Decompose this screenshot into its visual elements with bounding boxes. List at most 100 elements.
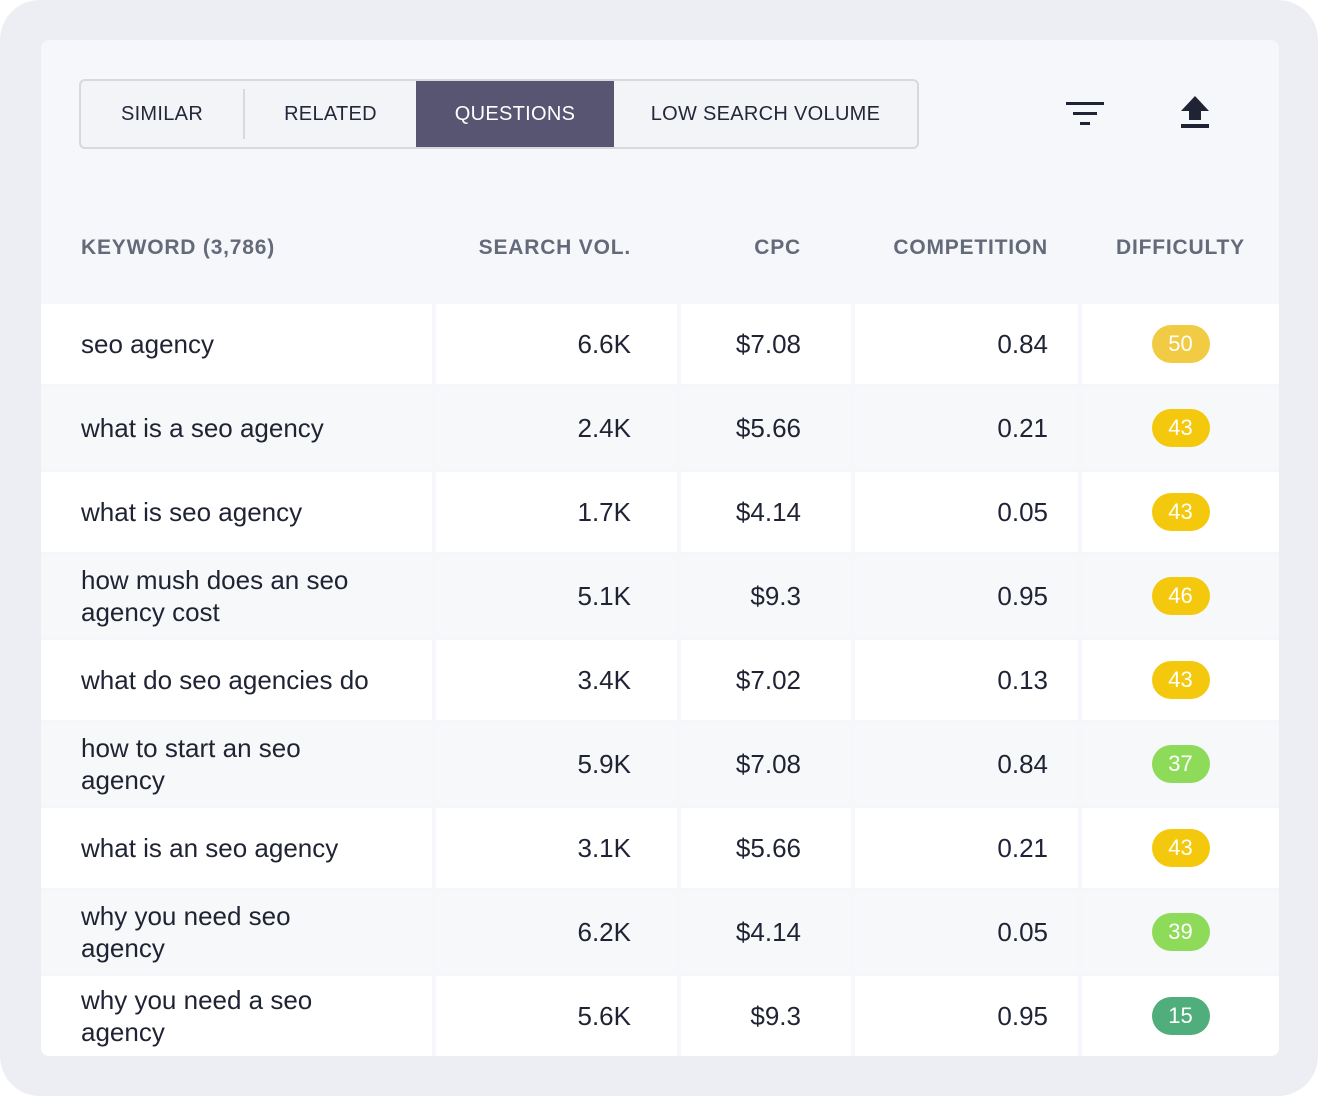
competition-text: 0.21 [997, 412, 1048, 443]
competition-text: 0.05 [997, 916, 1048, 947]
search-vol-cell: 5.1K [436, 556, 677, 636]
cpc-cell: $5.66 [681, 388, 851, 468]
competition-text: 0.84 [997, 748, 1048, 779]
keyword-text[interactable]: why you need a seo agency [81, 985, 313, 1047]
cpc-cell: $7.08 [681, 304, 851, 384]
difficulty-badge: 43 [1151, 661, 1210, 699]
difficulty-badge: 46 [1151, 577, 1210, 615]
cpc-text: $4.14 [735, 916, 801, 947]
difficulty-cell: 43 [1082, 640, 1279, 720]
keyword-text[interactable]: how mush does an seo agency cost [81, 565, 349, 627]
table-header-row: KEYWORD (3,786) SEARCH VOL. CPC COMPETIT… [41, 196, 1279, 300]
cpc-cell: $5.66 [681, 808, 851, 888]
difficulty-badge: 39 [1151, 913, 1210, 951]
table-row[interactable]: why you need seo agency 6.2K $4.14 0.05 39 [41, 892, 1279, 972]
competition-text: 0.95 [997, 580, 1048, 611]
difficulty-cell: 46 [1082, 556, 1279, 636]
header-keyword[interactable]: KEYWORD (3,786) [41, 196, 432, 300]
search-vol-text: 5.1K [577, 580, 632, 611]
export-upload-icon [1181, 96, 1209, 128]
keyword-text[interactable]: what do seo agencies do [81, 665, 369, 695]
keyword-tabs: SIMILAR RELATED QUESTIONS LOW SEARCH VOL… [79, 79, 919, 149]
keyword-cell: how mush does an seo agency cost [41, 556, 432, 636]
search-vol-text: 6.6K [577, 328, 632, 359]
keyword-table: KEYWORD (3,786) SEARCH VOL. CPC COMPETIT… [41, 196, 1279, 1056]
search-vol-cell: 5.9K [436, 724, 677, 804]
tab-low-search-volume[interactable]: LOW SEARCH VOLUME [650, 102, 881, 125]
header-difficulty[interactable]: DIFFICULTY [1082, 196, 1279, 300]
difficulty-cell: 39 [1082, 892, 1279, 972]
competition-cell: 0.84 [855, 724, 1078, 804]
header-cpc[interactable]: CPC [681, 196, 851, 300]
keyword-text[interactable]: what is seo agency [81, 497, 303, 527]
keyword-text[interactable]: why you need seo agency [81, 901, 291, 963]
cpc-text: $7.02 [735, 664, 801, 695]
table-row[interactable]: seo agency 6.6K $7.08 0.84 50 [41, 304, 1279, 384]
competition-cell: 0.21 [855, 808, 1078, 888]
tab-related[interactable]: RELATED [284, 102, 377, 125]
competition-text: 0.84 [997, 328, 1048, 359]
competition-text: 0.05 [997, 496, 1048, 527]
filter-icon [1066, 102, 1104, 125]
difficulty-cell: 43 [1082, 388, 1279, 468]
table-row[interactable]: why you need a seo agency 5.6K $9.3 0.95 15 [41, 976, 1279, 1056]
header-competition[interactable]: COMPETITION [855, 196, 1078, 300]
search-vol-text: 1.7K [577, 496, 632, 527]
table-row[interactable]: what do seo agencies do 3.4K $7.02 0.13 43 [41, 640, 1279, 720]
keyword-text[interactable]: what is a seo agency [81, 413, 324, 443]
header-search-vol[interactable]: SEARCH VOL. [436, 196, 677, 300]
keyword-cell: what do seo agencies do [41, 640, 432, 720]
search-vol-cell: 2.4K [436, 388, 677, 468]
table-row[interactable]: what is a seo agency 2.4K $5.66 0.21 43 [41, 388, 1279, 468]
table-row[interactable]: what is an seo agency 3.1K $5.66 0.21 43 [41, 808, 1279, 888]
tab-questions[interactable]: QUESTIONS [416, 81, 614, 147]
difficulty-badge: 43 [1151, 409, 1210, 447]
search-vol-text: 3.1K [577, 832, 632, 863]
tab-similar[interactable]: SIMILAR [81, 89, 245, 139]
search-vol-text: 5.6K [577, 1000, 632, 1031]
competition-cell: 0.95 [855, 976, 1078, 1056]
difficulty-cell: 37 [1082, 724, 1279, 804]
cpc-cell: $9.3 [681, 556, 851, 636]
competition-cell: 0.21 [855, 388, 1078, 468]
competition-cell: 0.05 [855, 472, 1078, 552]
difficulty-badge: 15 [1151, 997, 1210, 1035]
search-vol-cell: 6.2K [436, 892, 677, 972]
difficulty-badge: 43 [1151, 829, 1210, 867]
competition-cell: 0.05 [855, 892, 1078, 972]
filter-button[interactable] [1065, 94, 1105, 134]
cpc-text: $9.3 [750, 580, 801, 611]
export-button[interactable] [1175, 92, 1215, 132]
search-vol-cell: 3.1K [436, 808, 677, 888]
keyword-cell: what is seo agency [41, 472, 432, 552]
difficulty-cell: 43 [1082, 808, 1279, 888]
difficulty-badge: 43 [1151, 493, 1210, 531]
cpc-text: $5.66 [735, 832, 801, 863]
cpc-text: $7.08 [735, 328, 801, 359]
keyword-text[interactable]: seo agency [81, 329, 214, 359]
competition-cell: 0.95 [855, 556, 1078, 636]
cpc-cell: $7.02 [681, 640, 851, 720]
search-vol-text: 2.4K [577, 412, 632, 443]
difficulty-cell: 50 [1082, 304, 1279, 384]
cpc-cell: $4.14 [681, 892, 851, 972]
search-vol-cell: 6.6K [436, 304, 677, 384]
table-row[interactable]: how mush does an seo agency cost 5.1K $9.3… [41, 556, 1279, 636]
competition-text: 0.13 [997, 664, 1048, 695]
cpc-cell: $9.3 [681, 976, 851, 1056]
cpc-text: $4.14 [735, 496, 801, 527]
table-row[interactable]: how to start an seo agency 5.9K $7.08 0.84 3… [41, 724, 1279, 804]
search-vol-cell: 1.7K [436, 472, 677, 552]
table-row[interactable]: what is seo agency 1.7K $4.14 0.05 43 [41, 472, 1279, 552]
difficulty-cell: 43 [1082, 472, 1279, 552]
cpc-text: $9.3 [750, 1000, 801, 1031]
difficulty-badge: 37 [1151, 745, 1210, 783]
keyword-cell: how to start an seo agency [41, 724, 432, 804]
keyword-cell: what is an seo agency [41, 808, 432, 888]
keyword-text[interactable]: how to start an seo agency [81, 733, 301, 795]
search-vol-cell: 3.4K [436, 640, 677, 720]
competition-cell: 0.13 [855, 640, 1078, 720]
cpc-text: $5.66 [735, 412, 801, 443]
competition-cell: 0.84 [855, 304, 1078, 384]
keyword-text[interactable]: what is an seo agency [81, 833, 339, 863]
